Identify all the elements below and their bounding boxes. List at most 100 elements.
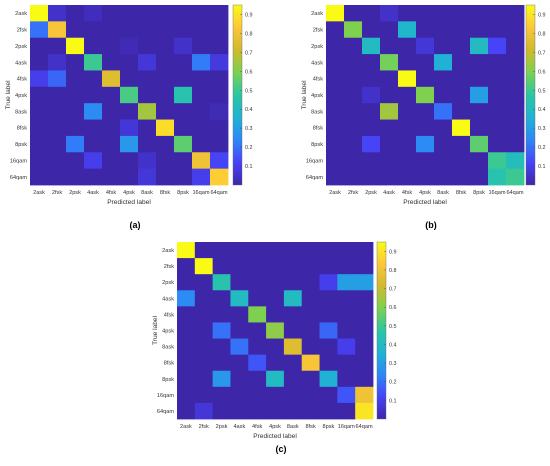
heatmap-cell bbox=[84, 5, 103, 22]
heatmap-cell bbox=[416, 86, 435, 104]
heatmap-cell bbox=[434, 135, 453, 153]
heatmap-cell bbox=[488, 54, 507, 71]
heatmap-cell bbox=[380, 70, 399, 88]
heatmap-cell bbox=[192, 119, 211, 137]
heatmap-cell bbox=[66, 21, 85, 39]
y-tick-label: 64qam bbox=[10, 175, 27, 181]
y-tick-label: 8fsk bbox=[164, 361, 174, 367]
heatmap-cell bbox=[102, 86, 121, 104]
heatmap-cell bbox=[156, 152, 175, 170]
y-tick-label: 4psk bbox=[162, 329, 174, 335]
heatmap-cell bbox=[337, 274, 356, 291]
colorbar-tick-label: 0.6 bbox=[245, 69, 253, 75]
heatmap-cell bbox=[212, 290, 231, 307]
heatmap-cell bbox=[156, 103, 175, 120]
heatmap-cell bbox=[194, 274, 214, 291]
y-tick-label: 8ask bbox=[162, 345, 174, 351]
heatmap-cell bbox=[174, 5, 193, 22]
heatmap-cell bbox=[212, 386, 231, 404]
heatmap-cell bbox=[301, 322, 320, 339]
heatmap-cell bbox=[319, 402, 338, 420]
heatmap-cell bbox=[301, 354, 320, 372]
heatmap-cell bbox=[506, 54, 525, 71]
heatmap-cell bbox=[362, 37, 381, 55]
heatmap-cell bbox=[230, 338, 249, 356]
heatmap-cell bbox=[506, 103, 525, 120]
y-axis-label: True label bbox=[301, 80, 308, 110]
colorbar bbox=[525, 4, 536, 186]
heatmap-cell bbox=[102, 37, 121, 55]
heatmap-cell bbox=[120, 70, 139, 88]
heatmap-cell bbox=[266, 258, 285, 275]
heatmap-cell bbox=[66, 119, 85, 137]
heatmap-cell bbox=[398, 152, 417, 170]
heatmap-cell bbox=[48, 103, 67, 120]
heatmap-cell bbox=[337, 322, 356, 339]
colorbar-tick-label: 0.7 bbox=[389, 287, 397, 293]
heatmap-cell bbox=[470, 152, 489, 170]
heatmap-cell bbox=[398, 70, 417, 88]
heatmap-cell bbox=[355, 370, 374, 388]
heatmap-cell bbox=[48, 37, 67, 55]
heatmap-cell bbox=[84, 103, 103, 120]
heatmap-cell bbox=[506, 119, 525, 137]
heatmap-cell bbox=[337, 338, 356, 356]
heatmap-cell bbox=[283, 386, 303, 404]
y-tick-label: 4fsk bbox=[164, 312, 174, 318]
colorbar-tick-label: 0.7 bbox=[538, 50, 546, 56]
heatmap-cell bbox=[470, 103, 489, 120]
heatmap-cell bbox=[337, 402, 356, 420]
y-tick-label: 64qam bbox=[306, 175, 323, 181]
heatmap-cell bbox=[301, 402, 320, 420]
heatmap-cell bbox=[266, 242, 285, 259]
heatmap-cell bbox=[138, 168, 157, 186]
heatmap-cell bbox=[362, 70, 381, 88]
heatmap-cell bbox=[230, 370, 249, 388]
heatmap-cell bbox=[326, 37, 345, 55]
y-tick-label: 2fsk bbox=[164, 264, 174, 270]
heatmap-cell bbox=[266, 306, 285, 323]
heatmap-cell bbox=[212, 274, 231, 291]
heatmap-cell bbox=[30, 21, 49, 39]
x-tick-label: 4ask bbox=[233, 424, 245, 430]
heatmap-cell bbox=[192, 5, 211, 22]
x-tick-label: 8ask bbox=[287, 424, 299, 430]
heatmap-cell bbox=[210, 70, 229, 88]
heatmap-cell bbox=[210, 168, 229, 186]
heatmap-cell bbox=[192, 135, 211, 153]
heatmap-cell bbox=[416, 119, 435, 137]
heatmap-cell bbox=[301, 242, 320, 259]
heatmap-cell bbox=[416, 37, 435, 55]
heatmap-cell bbox=[488, 119, 507, 137]
heatmap-cell bbox=[337, 306, 356, 323]
y-tick-label: 2ask bbox=[162, 248, 174, 254]
y-tick-label: 8ask bbox=[311, 109, 323, 115]
heatmap-cell bbox=[283, 258, 303, 275]
y-tick-label: 8ask bbox=[15, 109, 27, 115]
heatmap-cell bbox=[230, 306, 249, 323]
heatmap-cell bbox=[355, 242, 374, 259]
heatmap-cell bbox=[337, 242, 356, 259]
heatmap-cell bbox=[48, 70, 67, 88]
heatmap-cell bbox=[266, 338, 285, 356]
heatmap-cell bbox=[192, 103, 211, 120]
y-tick-label: 4fsk bbox=[17, 77, 27, 83]
heatmap-cell bbox=[266, 354, 285, 372]
x-tick-label: 64qam bbox=[356, 424, 373, 430]
heatmap-cell bbox=[319, 290, 338, 307]
heatmap-cell bbox=[230, 242, 249, 259]
colorbar-tick-label: 0.8 bbox=[538, 31, 546, 37]
heatmap-cell bbox=[102, 103, 121, 120]
y-axis-label: True label bbox=[5, 80, 12, 110]
heatmap-cell bbox=[156, 168, 175, 186]
heatmap-cell bbox=[355, 306, 374, 323]
heatmap-cell bbox=[319, 242, 338, 259]
heatmap-cell bbox=[30, 119, 49, 137]
x-tick-label: 2fsk bbox=[348, 190, 358, 196]
heatmap-cell bbox=[120, 5, 139, 22]
heatmap-cells bbox=[326, 5, 525, 186]
heatmap-cell bbox=[66, 86, 85, 104]
heatmap-cell bbox=[326, 5, 345, 22]
heatmap-cell bbox=[84, 86, 103, 104]
heatmap-cell bbox=[84, 54, 103, 71]
